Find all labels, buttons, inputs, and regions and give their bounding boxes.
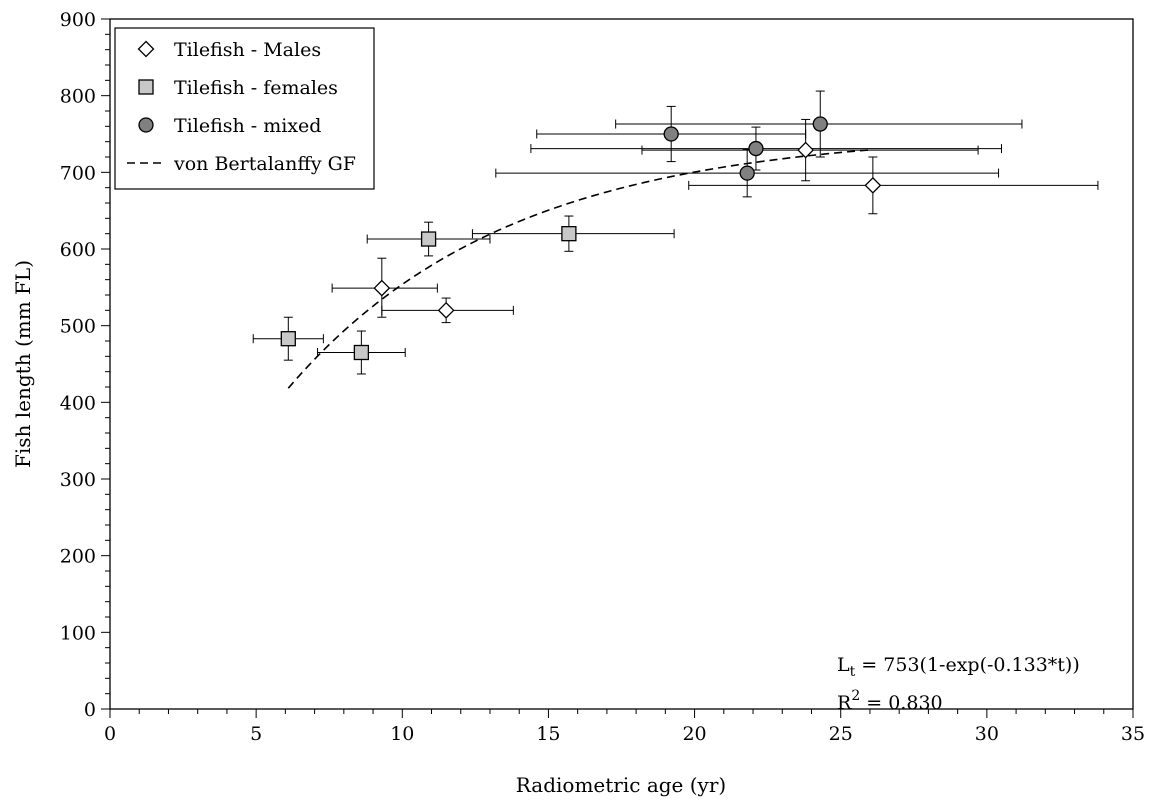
legend-box bbox=[114, 27, 375, 190]
diamond-marker bbox=[373, 279, 391, 297]
legend-label: von Bertalanffy GF bbox=[173, 153, 356, 175]
diamond-marker bbox=[797, 141, 815, 159]
legend-diamond-symbol bbox=[137, 40, 155, 58]
y-axis-title: Fish length (mm FL) bbox=[11, 260, 35, 468]
x-tick-label: 30 bbox=[975, 723, 999, 745]
square-marker bbox=[280, 331, 296, 347]
y-tick-label: 900 bbox=[60, 9, 96, 31]
y-tick-label: 200 bbox=[60, 546, 96, 568]
fit-curve bbox=[287, 148, 873, 389]
legend-label: Tilefish - females bbox=[174, 77, 338, 99]
equation-text: Lt = 753(1-exp(-0.133*t)) bbox=[837, 654, 1080, 680]
legend-circle-symbol bbox=[138, 117, 154, 133]
diamond-marker bbox=[864, 176, 882, 194]
circle-marker bbox=[812, 116, 828, 132]
legend-label: Tilefish - Males bbox=[174, 39, 321, 61]
square-marker bbox=[561, 226, 577, 242]
circle-marker bbox=[739, 165, 755, 181]
y-tick-label: 0 bbox=[84, 699, 96, 721]
y-tick-label: 400 bbox=[60, 392, 96, 414]
markers-layer bbox=[280, 116, 882, 361]
x-tick-label: 10 bbox=[390, 723, 414, 745]
square-marker bbox=[353, 344, 370, 361]
y-tick-label: 300 bbox=[60, 469, 96, 491]
fit-equation: Lt = 753(1-exp(-0.133*t)) R2 = 0.830 bbox=[837, 654, 1080, 714]
r-squared-text: R2 = 0.830 bbox=[837, 688, 943, 714]
legend: Tilefish - Males Tilefish - females Tilefi… bbox=[114, 27, 375, 190]
diamond-marker bbox=[437, 301, 455, 319]
x-tick-label: 25 bbox=[829, 723, 853, 745]
y-tick-label: 700 bbox=[60, 162, 96, 184]
circle-marker bbox=[663, 126, 679, 142]
legend-square-symbol bbox=[138, 79, 154, 95]
axes: 0 5 10 15 20 25 30 35 0 100 200 300 400 500 600 700 800 9… bbox=[60, 9, 1145, 745]
x-tick-label: 0 bbox=[104, 723, 116, 745]
circle-marker bbox=[748, 140, 764, 157]
x-tick-label: 15 bbox=[536, 723, 560, 745]
fit-curve-layer bbox=[287, 148, 873, 389]
square-marker bbox=[420, 231, 437, 247]
legend-label: Tilefish - mixed bbox=[174, 115, 321, 137]
x-axis-title: Radiometric age (yr) bbox=[516, 773, 726, 797]
x-tick-label: 5 bbox=[250, 723, 262, 745]
y-tick-label: 500 bbox=[60, 316, 96, 338]
x-tick-label: 35 bbox=[1121, 723, 1145, 745]
x-tick-label: 20 bbox=[682, 723, 706, 745]
plot-frame bbox=[109, 18, 1134, 710]
y-tick-label: 800 bbox=[60, 86, 96, 108]
y-tick-label: 600 bbox=[60, 239, 96, 261]
y-tick-label: 100 bbox=[60, 622, 96, 644]
